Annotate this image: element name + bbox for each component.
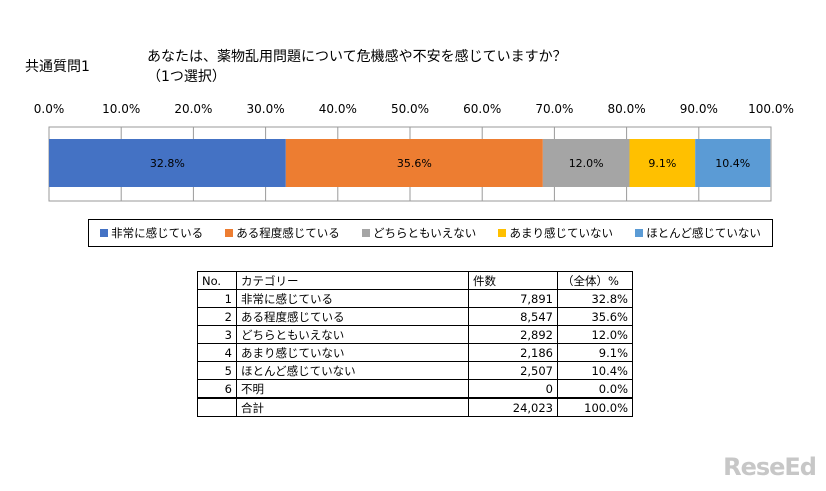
row-no: 2	[197, 307, 237, 326]
question-label: 共通質問1	[25, 59, 90, 75]
data-label: 10.4%	[715, 157, 750, 170]
row-no: 3	[197, 325, 237, 344]
reseed-logo: ReseEd	[723, 453, 817, 481]
legend-item: ある程度感じている	[225, 225, 340, 241]
row-percent: 0.0%	[557, 379, 633, 399]
stacked-bar-chart: 0.0% 10.0% 20.0% 30.0% 40.0% 50.0% 60.0% 70.0% 8…	[34, 102, 794, 202]
chart-legend: 非常に感じている ある程度感じている どちらともいえない あまり感じていない ほとんど感…	[88, 219, 773, 247]
total-count: 24,023	[468, 397, 558, 417]
row-percent: 12.0%	[557, 325, 633, 344]
data-label: 32.8%	[150, 157, 185, 170]
table-row: 6 不明 0 0.0%	[197, 379, 633, 399]
header-no: No.	[197, 271, 237, 290]
row-percent: 10.4%	[557, 361, 633, 380]
x-tick-label: 40.0%	[319, 102, 357, 116]
legend-item: あまり感じていない	[498, 225, 613, 241]
row-percent: 32.8%	[557, 289, 633, 308]
legend-swatch	[635, 229, 644, 237]
x-tick-label: 70.0%	[535, 102, 573, 116]
table-row: 4 あまり感じていない 2,186 9.1%	[197, 343, 633, 362]
table-row: 2 ある程度感じている 8,547 35.6%	[197, 307, 633, 326]
x-tick-label: 90.0%	[680, 102, 718, 116]
x-tick-label: 50.0%	[391, 102, 429, 116]
bar-segment	[542, 139, 630, 187]
x-tick-label: 60.0%	[463, 102, 501, 116]
total-no	[197, 397, 237, 417]
row-count: 7,891	[468, 289, 558, 308]
row-count: 2,186	[468, 343, 558, 362]
header-category: カテゴリー	[236, 271, 469, 290]
x-tick-label: 0.0%	[34, 102, 65, 116]
row-percent: 9.1%	[557, 343, 633, 362]
row-count: 0	[468, 379, 558, 399]
table-row: 1 非常に感じている 7,891 32.8%	[197, 289, 633, 308]
legend-swatch	[498, 229, 507, 237]
header-percent: （全体）%	[557, 271, 633, 290]
row-no: 1	[197, 289, 237, 308]
data-table: No. カテゴリー 件数 （全体）% 1 非常に感じている 7,891 32.8% 2 あ…	[197, 271, 633, 417]
legend-label: 非常に感じている	[111, 226, 204, 240]
row-category: ほとんど感じていない	[236, 361, 469, 380]
data-label: 12.0%	[569, 157, 604, 170]
row-category: どちらともいえない	[236, 325, 469, 344]
legend-label: ある程度感じている	[236, 226, 340, 240]
legend-label: ほとんど感じていない	[646, 226, 761, 240]
bar-segment	[695, 139, 771, 187]
x-tick-label: 100.0%	[748, 102, 794, 116]
total-category: 合計	[236, 397, 469, 417]
table-header-row: No. カテゴリー 件数 （全体）%	[197, 271, 633, 290]
bar-segment	[49, 139, 286, 187]
legend-swatch	[362, 229, 370, 237]
legend-label: どちらともいえない	[373, 226, 477, 240]
question-line-2: （1つ選択）	[147, 69, 226, 85]
legend-item: どちらともいえない	[362, 225, 476, 241]
row-count: 8,547	[468, 307, 558, 326]
legend-item: ほとんど感じていない	[635, 225, 761, 241]
row-category: ある程度感じている	[236, 307, 469, 326]
row-count: 2,507	[468, 361, 558, 380]
row-no: 5	[197, 361, 237, 380]
legend-item: 非常に感じている	[100, 225, 203, 241]
row-category: 非常に感じている	[236, 289, 469, 308]
bar-segment	[629, 139, 696, 187]
total-percent: 100.0%	[557, 397, 633, 417]
question-text: あなたは、薬物乱用問題について危機感や不安を感じていますか？ （1つ選択）	[147, 47, 567, 87]
bar-segment	[285, 139, 543, 187]
row-percent: 35.6%	[557, 307, 633, 326]
legend-label: あまり感じていない	[509, 226, 613, 240]
row-category: 不明	[236, 379, 469, 399]
row-category: あまり感じていない	[236, 343, 469, 362]
x-tick-label: 10.0%	[102, 102, 140, 116]
row-no: 4	[197, 343, 237, 362]
table-row: 3 どちらともいえない 2,892 12.0%	[197, 325, 633, 344]
row-count: 2,892	[468, 325, 558, 344]
data-label: 9.1%	[648, 157, 676, 170]
x-tick-label: 20.0%	[174, 102, 212, 116]
row-no: 6	[197, 379, 237, 399]
table-row: 5 ほとんど感じていない 2,507 10.4%	[197, 361, 633, 380]
x-tick-label: 80.0%	[608, 102, 646, 116]
legend-swatch	[225, 229, 234, 237]
legend-swatch	[100, 229, 109, 237]
question-line-1: あなたは、薬物乱用問題について危機感や不安を感じていますか？	[147, 49, 567, 65]
header-count: 件数	[468, 271, 558, 290]
table-total-row: 合計 24,023 100.0%	[197, 397, 633, 417]
x-tick-label: 30.0%	[247, 102, 285, 116]
data-label: 35.6%	[397, 157, 432, 170]
